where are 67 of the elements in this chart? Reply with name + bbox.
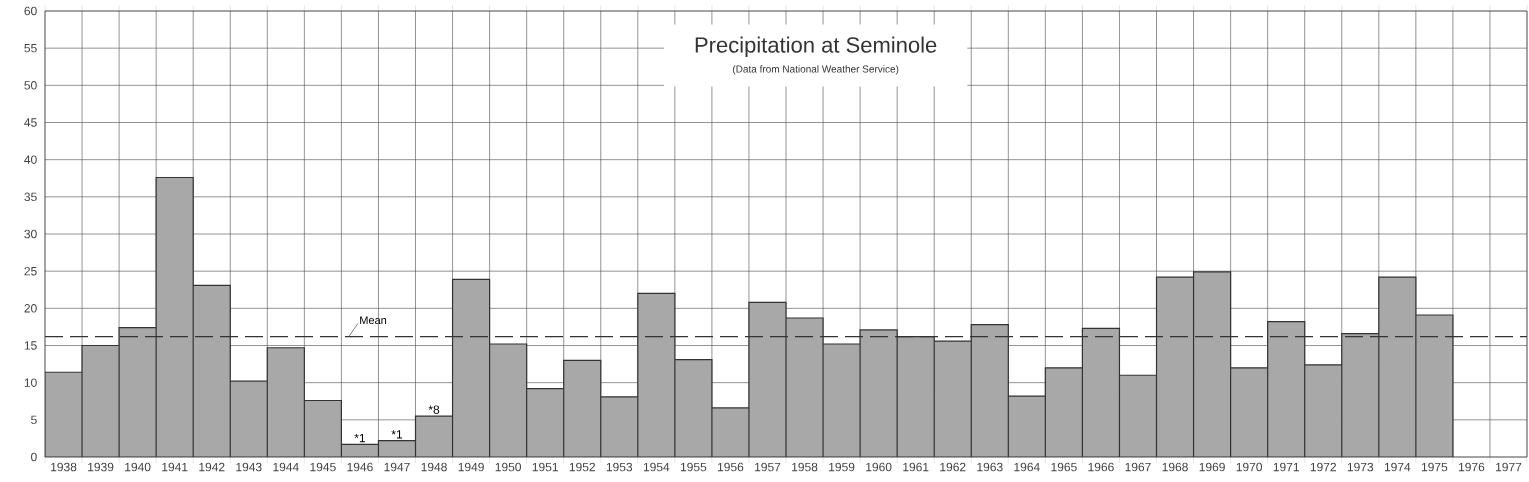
annotation: *1: [391, 430, 403, 439]
x-tick-label: 1962: [940, 462, 966, 472]
x-tick-label: 1955: [680, 462, 707, 472]
y-tick-label: 5: [31, 415, 37, 425]
y-tick-label: 55: [24, 43, 37, 53]
y-tick-label: 25: [24, 266, 37, 276]
bar: [674, 359, 712, 457]
x-tick-label: 1959: [829, 462, 855, 472]
y-tick-label: 50: [24, 81, 37, 90]
x-tick-label: 1968: [1162, 462, 1188, 472]
x-tick-label: 1943: [236, 462, 262, 472]
bar: [711, 407, 749, 457]
x-tick-label: 1967: [1125, 462, 1151, 472]
x-tick-label: 1964: [1014, 462, 1040, 472]
y-tick-label: 45: [24, 118, 37, 127]
y-tick-label: 35: [24, 192, 37, 202]
x-tick-label: 1976: [1459, 462, 1485, 472]
x-tick-label: 1977: [1496, 462, 1522, 472]
x-tick-label: 1961: [903, 462, 929, 472]
x-tick-label: 1953: [606, 462, 633, 472]
bar: [1415, 314, 1454, 457]
x-tick-label: 1938: [51, 462, 77, 472]
x-tick-label: 1956: [718, 462, 744, 472]
y-tick-label: 15: [24, 341, 37, 350]
x-tick-label: 1952: [569, 462, 595, 472]
x-tick-label: 1948: [421, 462, 447, 472]
ref-line-label: Mean: [360, 316, 387, 325]
x-tick-label: 1942: [199, 462, 225, 472]
bar: [82, 345, 120, 457]
x-tick-label: 1941: [162, 462, 188, 472]
x-tick-label: 1950: [495, 462, 521, 472]
x-tick-label: 1954: [643, 462, 670, 472]
x-tick-label: 1974: [1384, 462, 1411, 472]
annotation: *8: [428, 405, 440, 414]
x-tick-label: 1963: [977, 462, 1003, 472]
x-tick-label: 1966: [1088, 462, 1114, 472]
y-tick-label: 30: [24, 229, 37, 239]
annotation: *1: [354, 433, 366, 443]
x-tick-label: 1975: [1421, 462, 1448, 472]
x-tick-label: 1945: [310, 462, 336, 472]
x-tick-label: 1973: [1347, 462, 1374, 472]
x-tick-label: 1949: [458, 462, 484, 472]
x-tick-label: 1939: [88, 462, 114, 472]
x-tick-label: 1969: [1199, 462, 1225, 472]
x-tick-label: 1958: [792, 462, 818, 472]
x-tick-label: 1947: [384, 462, 410, 472]
text: Precipitation at Seminole: [695, 36, 937, 58]
x-tick-label: 1971: [1273, 462, 1299, 472]
bar: [748, 302, 786, 457]
x-tick-label: 1965: [1051, 462, 1077, 472]
x-tick-label: 1940: [125, 462, 151, 472]
x-tick-label: 1960: [866, 462, 892, 472]
text: (Data from National Weather Service): [733, 65, 899, 75]
y-tick-label: 40: [24, 155, 37, 164]
x-tick-label: 1951: [532, 462, 558, 472]
y-tick-label: 60: [24, 6, 37, 16]
y-tick-label: 20: [24, 304, 37, 313]
bar: [786, 318, 824, 457]
bar: [823, 344, 861, 457]
y-tick-label: 0: [31, 452, 37, 462]
x-tick-label: 1946: [347, 462, 373, 472]
x-tick-label: 1944: [273, 462, 299, 472]
y-tick-label: 10: [24, 378, 37, 387]
x-tick-label: 1957: [755, 462, 781, 472]
x-tick-label: 1972: [1310, 462, 1336, 472]
bar: [45, 372, 83, 457]
x-tick-label: 1970: [1236, 462, 1263, 472]
